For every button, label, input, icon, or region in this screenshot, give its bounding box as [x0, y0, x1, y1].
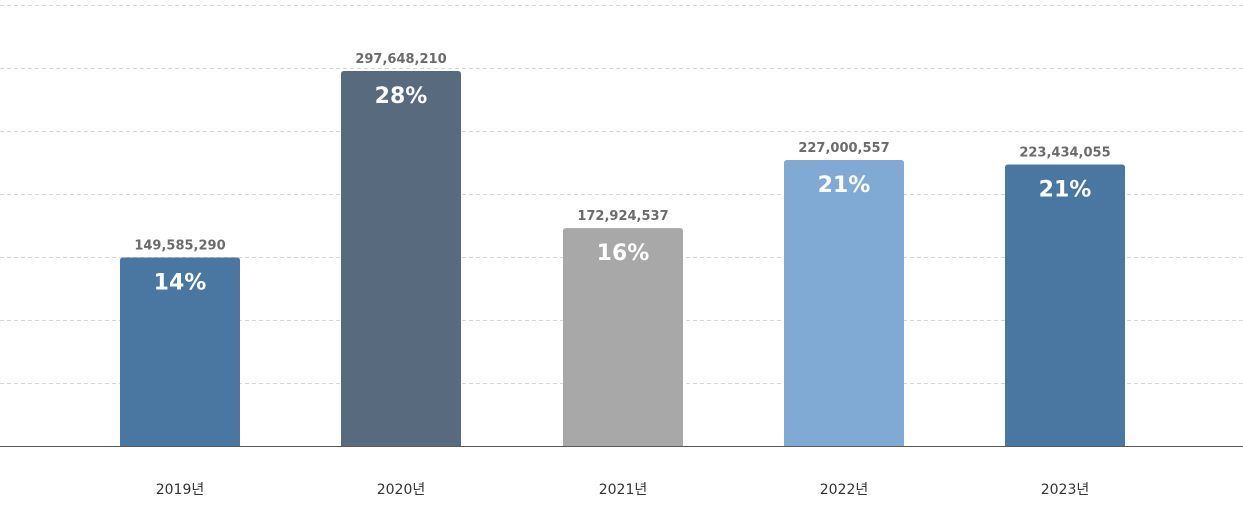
- bar-2: [341, 70, 461, 446]
- value-label: 172,924,537: [577, 209, 668, 224]
- percent-label: 16%: [597, 241, 650, 266]
- bar-5: [1005, 164, 1125, 446]
- value-label: 223,434,055: [1019, 145, 1110, 160]
- category-label: 2020년: [377, 482, 426, 498]
- category-label: 2019년: [156, 482, 205, 498]
- value-label: 297,648,210: [355, 52, 446, 67]
- percent-label: 21%: [818, 173, 871, 198]
- bar-3: [563, 228, 683, 446]
- bar-1: [120, 257, 240, 446]
- value-label: 149,585,290: [134, 239, 225, 254]
- percent-label: 14%: [154, 271, 207, 296]
- category-label: 2023년: [1041, 482, 1090, 498]
- percent-label: 28%: [375, 84, 428, 109]
- value-label: 227,000,557: [798, 141, 889, 156]
- category-label: 2021년: [599, 482, 648, 498]
- category-label: 2022년: [820, 482, 869, 498]
- labels: 149,585,290 14% 2019년 297,648,210 28% 2020년 17…: [134, 52, 1110, 498]
- bar-4: [784, 159, 904, 446]
- bars: [120, 70, 1125, 446]
- percent-label: 21%: [1039, 177, 1092, 202]
